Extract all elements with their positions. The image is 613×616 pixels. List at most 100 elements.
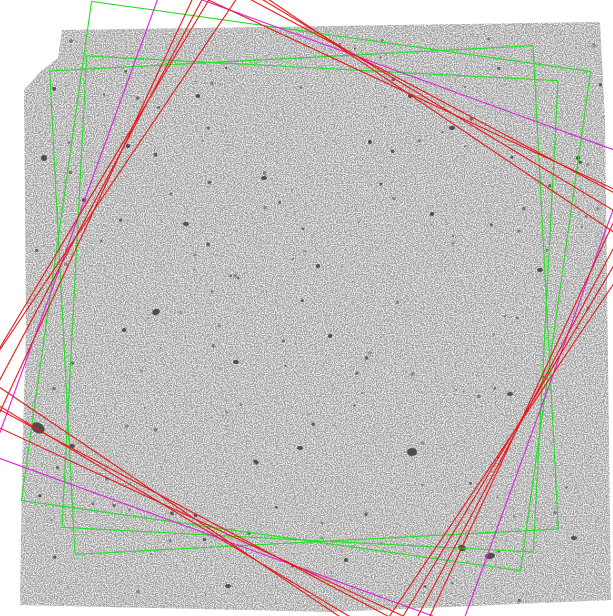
faint-source [364, 356, 369, 360]
faint-source [291, 188, 294, 191]
faint-source [136, 589, 140, 593]
faint-source [553, 511, 557, 515]
faint-source [580, 225, 583, 228]
faint-source [52, 555, 57, 559]
faint-source [282, 339, 285, 343]
galaxy [253, 459, 259, 465]
galaxy [183, 221, 189, 227]
faint-source [153, 152, 158, 157]
galaxy [507, 392, 513, 396]
faint-source [96, 478, 99, 480]
faint-source [52, 386, 56, 391]
faint-source [300, 299, 304, 303]
faint-source [493, 387, 497, 390]
faint-source [159, 346, 162, 349]
galaxy [233, 360, 239, 364]
faint-source [146, 317, 149, 320]
galaxy [344, 558, 348, 562]
faint-source [301, 227, 305, 231]
galaxy [328, 334, 332, 338]
faint-source [368, 351, 372, 355]
faint-source [355, 371, 359, 375]
galaxy [537, 268, 543, 272]
faint-source [311, 422, 316, 427]
faint-source [99, 239, 103, 243]
galaxy [571, 536, 577, 540]
faint-source [292, 257, 294, 260]
faint-source [91, 502, 95, 506]
faint-source [149, 552, 152, 555]
faint-source [64, 262, 68, 267]
faint-source [596, 207, 600, 211]
faint-source [522, 206, 526, 211]
faint-source [487, 37, 490, 41]
faint-source [379, 182, 383, 186]
faint-source [598, 83, 603, 87]
galaxy [41, 155, 47, 161]
faint-source [493, 332, 495, 335]
faint-source [70, 361, 75, 365]
faint-source [418, 139, 421, 142]
faint-source [210, 290, 214, 293]
faint-source [52, 86, 57, 91]
faint-source [210, 70, 212, 72]
faint-source [69, 39, 73, 43]
faint-source [299, 86, 303, 89]
faint-source [451, 234, 455, 238]
faint-source [576, 327, 579, 330]
faint-source [210, 81, 214, 86]
faint-source [144, 407, 146, 409]
faint-source [153, 427, 158, 432]
faint-source [170, 511, 174, 516]
faint-source [545, 248, 549, 252]
faint-source [592, 43, 596, 48]
faint-source [112, 503, 116, 508]
faint-source [229, 274, 232, 278]
faint-source [515, 316, 519, 320]
faint-source [548, 184, 552, 188]
faint-source [205, 593, 207, 595]
faint-source [451, 241, 455, 246]
faint-source [211, 344, 215, 348]
faint-source [351, 281, 354, 283]
faint-source [307, 413, 310, 416]
faint-source [510, 155, 514, 159]
faint-source [463, 391, 465, 393]
faint-source [58, 580, 61, 583]
faint-source [513, 515, 516, 518]
faint-source [578, 160, 583, 165]
faint-source [395, 300, 399, 304]
faint-source [217, 324, 221, 328]
faint-source [423, 585, 427, 588]
galaxy [261, 176, 267, 180]
faint-source [410, 372, 415, 376]
faint-source [131, 52, 134, 55]
faint-source [124, 70, 127, 73]
green-footprint-3 [49, 45, 559, 555]
faint-source [469, 481, 472, 485]
faint-source [157, 106, 160, 109]
faint-source [55, 466, 60, 470]
faint-source [33, 81, 35, 83]
faint-source [68, 170, 73, 175]
faint-source [330, 571, 333, 574]
faint-source [38, 494, 42, 498]
faint-source [353, 404, 356, 407]
faint-source [308, 175, 311, 178]
faint-source [206, 242, 211, 247]
faint-source [463, 85, 466, 89]
faint-source [353, 47, 356, 50]
galaxy [225, 584, 231, 588]
green-footprint-2 [61, 55, 559, 553]
faint-source [584, 215, 588, 218]
faint-source [179, 310, 183, 314]
faint-source [201, 139, 204, 142]
faint-source [284, 364, 287, 367]
faint-source [225, 411, 229, 414]
faint-source [450, 581, 454, 585]
faint-source [389, 435, 392, 438]
